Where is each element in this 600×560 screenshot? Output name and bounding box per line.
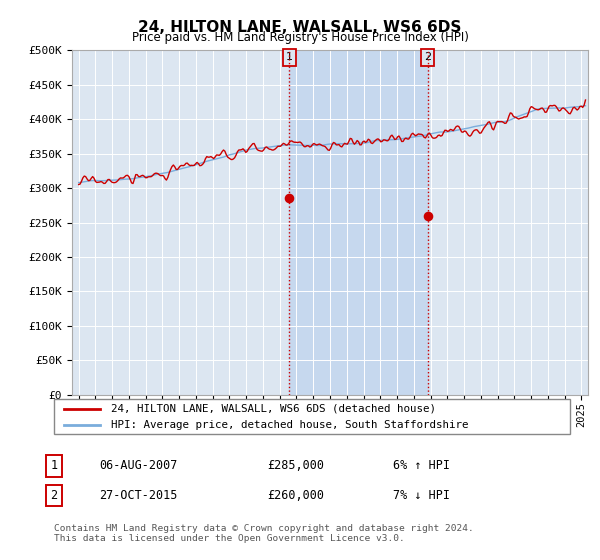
Text: HPI: Average price, detached house, South Staffordshire: HPI: Average price, detached house, Sout… [111,419,468,430]
Text: Price paid vs. HM Land Registry's House Price Index (HPI): Price paid vs. HM Land Registry's House … [131,31,469,44]
Point [423,211,433,220]
Text: 24, HILTON LANE, WALSALL, WS6 6DS (detached house): 24, HILTON LANE, WALSALL, WS6 6DS (detac… [111,404,436,414]
Text: Contains HM Land Registry data © Crown copyright and database right 2024.
This d: Contains HM Land Registry data © Crown c… [54,524,474,543]
Text: 6% ↑ HPI: 6% ↑ HPI [393,459,450,473]
Point [284,194,294,203]
Text: 24, HILTON LANE, WALSALL, WS6 6DS: 24, HILTON LANE, WALSALL, WS6 6DS [139,20,461,35]
Text: 2: 2 [50,489,58,502]
Text: £260,000: £260,000 [267,489,324,502]
Text: 1: 1 [286,53,293,63]
Text: 7% ↓ HPI: 7% ↓ HPI [393,489,450,502]
Text: 27-OCT-2015: 27-OCT-2015 [99,489,178,502]
Text: 06-AUG-2007: 06-AUG-2007 [99,459,178,473]
Text: 2: 2 [424,53,431,63]
Bar [289,50,428,395]
Text: £285,000: £285,000 [267,459,324,473]
Text: 1: 1 [50,459,58,473]
FancyBboxPatch shape [54,399,570,434]
